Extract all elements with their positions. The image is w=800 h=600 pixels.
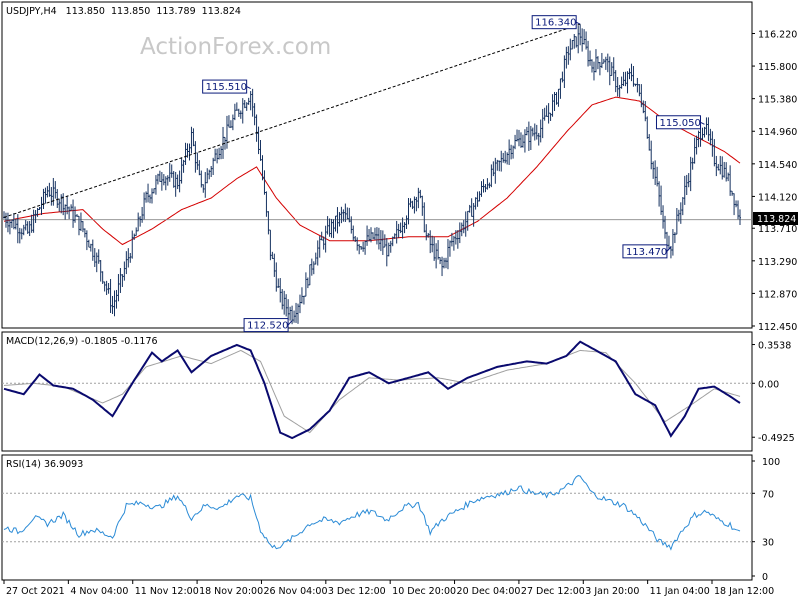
macd-tick-label: -0.4925 <box>758 433 795 444</box>
ma-line <box>3 96 741 246</box>
macd-tick-label: 0.00 <box>758 379 779 390</box>
main-pane-frame <box>1 1 753 329</box>
high-value: 113.850 <box>111 6 150 17</box>
rsi-tick-label: 100 <box>762 457 780 468</box>
open-value: 113.850 <box>66 6 105 17</box>
candles <box>2 24 752 325</box>
time-tick-label: 27 Dec 12:00 <box>521 586 585 597</box>
rsi-label: RSI(14) 36.9093 <box>6 459 83 470</box>
price-tick-label: 115.800 <box>758 62 797 73</box>
time-tick-label: 18 Nov 20:00 <box>199 586 263 597</box>
annotation-label: 115.050 <box>659 118 700 129</box>
annotation-label: 115.510 <box>206 82 247 93</box>
rsi-pane-frame <box>1 454 753 581</box>
annotation-label: 113.470 <box>626 247 667 258</box>
price-tick-label: 113.290 <box>758 257 797 268</box>
symbol-name: USDJPY,H4 <box>6 6 57 17</box>
time-tick-label: 11 Jan 04:00 <box>650 586 710 597</box>
macd-pane-frame <box>1 331 753 452</box>
time-axis: 27 Oct 2021 4 Nov 04:00 11 Nov 12:00 18 Nov… <box>3 580 774 597</box>
annotation-leader <box>246 86 251 90</box>
rsi-main-line <box>3 475 741 551</box>
price-tick-label: 114.120 <box>758 192 797 203</box>
time-tick-label: 10 Dec 20:00 <box>392 586 456 597</box>
price-tick-label: 113.710 <box>758 224 797 235</box>
symbol-label: USDJPY,H4 113.850 113.850 113.789 113.82… <box>6 6 241 17</box>
rsi-axis: 100 70 30 0 <box>752 457 780 583</box>
time-tick-label: 18 Jan 12:00 <box>714 586 774 597</box>
time-tick-label: 4 Nov 04:00 <box>70 586 128 597</box>
annotation-label: 112.520 <box>247 321 288 332</box>
price-tick-label: 116.220 <box>758 29 797 40</box>
watermark: ActionForex.com <box>140 34 331 60</box>
trendline <box>3 23 581 218</box>
current-price-badge <box>753 212 798 225</box>
time-tick-label: 3 Jan 20:00 <box>585 586 639 597</box>
macd-axis: 0.3538 0.00 -0.4925 <box>752 341 795 444</box>
time-tick-label: 26 Nov 04:00 <box>263 586 327 597</box>
price-annotations: 116.340 115.510 115.050 113.470 112.520 <box>202 15 705 333</box>
macd-label: MACD(12,26,9) -0.1805 -0.1176 <box>6 336 158 347</box>
macd-lines <box>2 340 752 440</box>
current-price-text: 113.824 <box>757 214 796 225</box>
price-tick-label: 115.380 <box>758 95 797 106</box>
rsi-lines <box>2 475 752 551</box>
price-tick-label: 112.450 <box>758 322 797 333</box>
macd-tick-label: 0.3538 <box>758 341 791 352</box>
annotation-leader <box>666 246 672 252</box>
close-value: 113.824 <box>202 6 241 17</box>
price-tick-label: 114.960 <box>758 127 797 138</box>
time-tick-label: 20 Dec 04:00 <box>457 586 521 597</box>
time-tick-label: 27 Oct 2021 <box>6 586 65 597</box>
trendline-line <box>3 23 581 218</box>
annotation-leader <box>700 121 705 125</box>
annotation-leader <box>287 320 293 326</box>
price-axis: 116.220 115.800 115.380 114.960 114.540 114.1… <box>752 29 797 333</box>
annotation-label: 116.340 <box>535 18 576 29</box>
moving-average <box>3 96 741 246</box>
time-tick-label: 3 Dec 12:00 <box>328 586 386 597</box>
annotation-leader <box>575 21 581 25</box>
low-value: 113.789 <box>156 6 195 17</box>
price-tick-label: 112.870 <box>758 289 797 300</box>
rsi-tick-label: 70 <box>762 489 774 500</box>
price-tick-label: 114.540 <box>758 160 797 171</box>
macd-main-line <box>3 340 741 440</box>
time-tick-label: 11 Nov 12:00 <box>135 586 199 597</box>
rsi-tick-label: 30 <box>762 538 774 549</box>
rsi-tick-label: 0 <box>762 572 768 583</box>
